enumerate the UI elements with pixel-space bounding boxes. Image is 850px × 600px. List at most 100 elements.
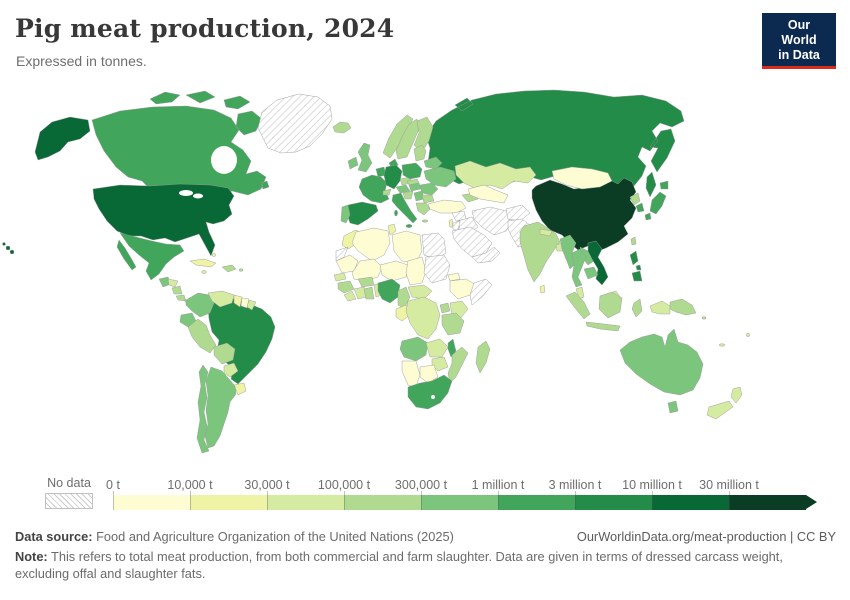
country-poland[interactable] xyxy=(401,162,423,180)
legend-bin-3[interactable] xyxy=(267,495,344,510)
country-new-zealand[interactable] xyxy=(706,386,743,420)
country-yemen-oman[interactable] xyxy=(471,246,501,264)
country-solomon-islands[interactable] xyxy=(701,316,707,320)
country-kazakhstan[interactable] xyxy=(454,160,537,190)
country-guyana[interactable] xyxy=(233,294,243,308)
country-zimbabwe[interactable] xyxy=(431,356,449,372)
country-central-african-republic[interactable] xyxy=(407,284,433,300)
country-israel[interactable] xyxy=(448,218,454,228)
country-uganda[interactable] xyxy=(439,302,451,314)
country-thailand[interactable] xyxy=(571,248,587,288)
country-india[interactable] xyxy=(519,221,561,283)
country-belarus[interactable] xyxy=(423,156,443,170)
country-new-caledonia[interactable] xyxy=(718,343,726,347)
country-zambia[interactable] xyxy=(425,338,449,358)
country-usa-alaska[interactable] xyxy=(34,116,91,161)
country-north-korea[interactable] xyxy=(629,192,641,206)
country-japan[interactable] xyxy=(644,180,669,221)
country-indonesia-papua[interactable] xyxy=(649,300,671,315)
country-brazil[interactable] xyxy=(207,295,276,385)
country-papua-new-guinea[interactable] xyxy=(669,298,697,316)
country-eritrea[interactable] xyxy=(447,272,461,282)
country-bolivia[interactable] xyxy=(213,342,236,365)
country-usa-hawaii[interactable] xyxy=(5,245,11,251)
country-vietnam[interactable] xyxy=(587,240,609,286)
country-peru[interactable] xyxy=(187,318,217,354)
country-uruguay[interactable] xyxy=(233,382,247,396)
legend-bin-5[interactable] xyxy=(421,495,498,510)
country-senegal[interactable] xyxy=(333,272,347,282)
legend-bin-4[interactable] xyxy=(344,495,421,510)
country-sierra-leone-liberia[interactable] xyxy=(343,290,357,302)
country-burkina-faso[interactable] xyxy=(357,276,375,288)
country-canada[interactable] xyxy=(91,90,270,198)
country-portugal[interactable] xyxy=(340,204,351,224)
country-hispaniola[interactable] xyxy=(221,264,237,273)
country-mali[interactable] xyxy=(351,258,383,282)
country-south-africa[interactable] xyxy=(407,374,453,410)
legend-bin-2[interactable] xyxy=(190,495,267,510)
country-paraguay[interactable] xyxy=(223,362,239,378)
country-jamaica[interactable] xyxy=(201,270,207,274)
country-ukraine[interactable] xyxy=(423,166,457,188)
country-libya[interactable] xyxy=(391,230,423,264)
country-sudan[interactable] xyxy=(423,254,451,284)
country-finland[interactable] xyxy=(413,116,434,154)
country-greenland[interactable] xyxy=(257,93,333,154)
country-suriname[interactable] xyxy=(240,297,250,309)
country-dr-congo[interactable] xyxy=(405,296,441,340)
legend-bin-6[interactable] xyxy=(498,495,575,510)
legend-bin-8[interactable] xyxy=(652,495,729,510)
country-egypt[interactable] xyxy=(421,232,447,260)
country-nepal[interactable] xyxy=(539,228,553,237)
country-iran[interactable] xyxy=(471,206,513,236)
country-angola[interactable] xyxy=(399,336,429,362)
country-puerto-rico[interactable] xyxy=(238,268,244,272)
country-taiwan[interactable] xyxy=(630,236,637,246)
country-afghanistan[interactable] xyxy=(505,204,531,222)
country-sri-lanka[interactable] xyxy=(539,284,546,294)
country-italy-sardinia[interactable] xyxy=(394,209,398,217)
country-indonesia[interactable] xyxy=(565,291,643,332)
country-fiji[interactable] xyxy=(746,333,750,337)
country-spain[interactable] xyxy=(346,201,379,226)
country-cambodia[interactable] xyxy=(583,266,599,280)
country-saudi-arabia[interactable] xyxy=(451,226,493,258)
country-nicaragua[interactable] xyxy=(171,285,183,295)
legend-bin-9[interactable] xyxy=(729,495,806,510)
country-honduras[interactable] xyxy=(167,278,179,288)
country-south-korea[interactable] xyxy=(635,202,645,213)
country-madagascar[interactable] xyxy=(475,340,491,374)
country-ghana[interactable] xyxy=(363,286,375,300)
country-mexico[interactable] xyxy=(116,232,185,281)
country-chad[interactable] xyxy=(405,256,427,286)
country-australia-tasmania[interactable] xyxy=(667,400,679,414)
legend-no-data-swatch[interactable] xyxy=(45,493,93,509)
country-austria[interactable] xyxy=(395,184,411,194)
country-somalia[interactable] xyxy=(469,278,493,306)
country-italy-sicily[interactable] xyxy=(405,224,413,228)
country-usa-hawaii[interactable] xyxy=(9,249,15,255)
country-australia[interactable] xyxy=(619,328,704,396)
country-greece[interactable] xyxy=(415,202,431,216)
country-philippines[interactable] xyxy=(629,250,643,282)
country-usa-hawaii[interactable] xyxy=(2,242,6,246)
country-ireland[interactable] xyxy=(347,156,359,170)
country-nigeria[interactable] xyxy=(377,278,401,304)
country-turkey[interactable] xyxy=(427,199,467,214)
country-cameroon[interactable] xyxy=(397,286,411,310)
country-united-kingdom[interactable] xyxy=(357,142,373,173)
owid-link[interactable]: OurWorldinData.org/meat-production | CC … xyxy=(576,529,836,544)
country-tunisia[interactable] xyxy=(387,223,397,236)
country-greece-crete[interactable] xyxy=(421,219,429,223)
country-cuba[interactable] xyxy=(189,258,217,268)
country-chile[interactable] xyxy=(196,364,210,454)
country-mozambique[interactable] xyxy=(447,346,469,384)
country-baltics[interactable] xyxy=(413,144,427,162)
country-norway[interactable] xyxy=(382,114,414,159)
country-bulgaria[interactable] xyxy=(421,194,435,204)
country-venezuela[interactable] xyxy=(207,290,235,308)
country-mongolia[interactable] xyxy=(551,166,613,190)
country-bahamas[interactable] xyxy=(211,253,217,257)
country-western-sahara[interactable] xyxy=(335,246,349,262)
